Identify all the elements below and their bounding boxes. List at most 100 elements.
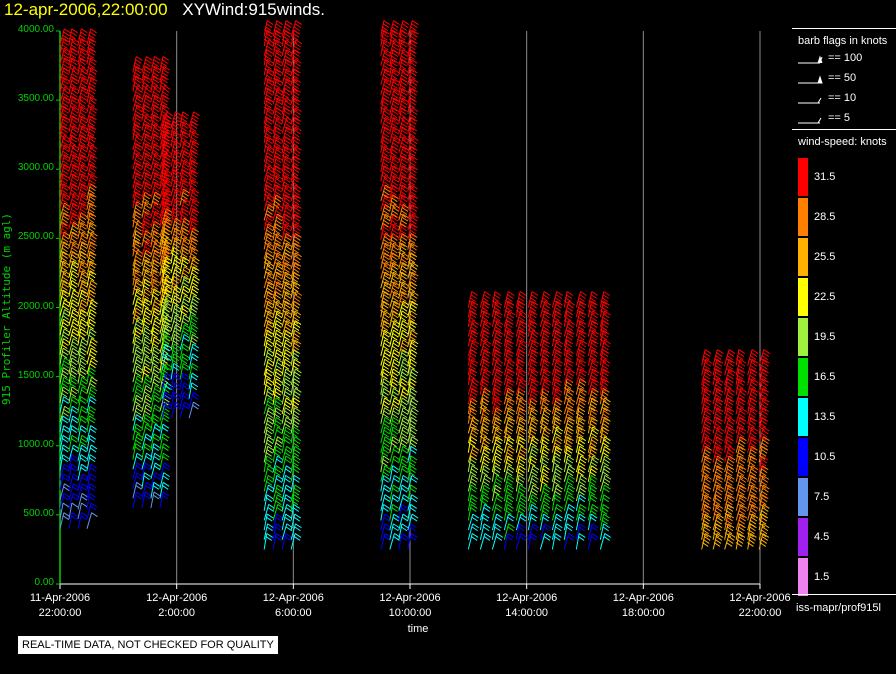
wind-barb-flag: [381, 183, 389, 189]
wind-barb-flag: [132, 74, 140, 80]
wind-barb-flag: [274, 326, 281, 331]
wind-barb-flag: [381, 35, 388, 41]
wind-barb-flag: [79, 370, 87, 375]
wind-barb-flag: [400, 81, 408, 87]
wind-barb-flag: [161, 484, 169, 490]
wind-barb-flag: [410, 332, 417, 338]
wind-barb-flag: [80, 328, 87, 334]
wind-barb-flag: [541, 458, 549, 464]
wind-barb-flag: [71, 263, 79, 269]
wind-barb-staff: [503, 484, 509, 502]
wind-barb-flag: [266, 533, 273, 538]
wind-barb-flag: [294, 484, 302, 490]
wind-barb-flag: [410, 206, 418, 212]
wind-barb-flag: [277, 494, 284, 500]
wind-barb-flag: [408, 239, 416, 244]
wind-barb-flag: [294, 436, 302, 442]
wind-barb-flag: [402, 361, 409, 367]
wind-barb-flag: [163, 262, 170, 268]
wind-barb-flag: [382, 432, 389, 438]
wind-barb-flag: [496, 426, 503, 432]
wind-barb-flag: [142, 342, 150, 348]
wind-barb-flag: [383, 419, 391, 425]
wind-barb-flag: [411, 339, 419, 345]
wind-barb-flag: [481, 381, 489, 387]
wind-barb-staff: [539, 455, 544, 473]
wind-barb-flag: [69, 114, 77, 120]
wind-barb-flag: [471, 465, 479, 471]
wind-barb-flag: [467, 319, 475, 325]
wind-barb-flag: [284, 42, 292, 48]
wind-barb-flag: [62, 250, 70, 256]
wind-barb-staff: [380, 455, 384, 473]
wind-barb-flag: [89, 428, 96, 434]
wind-barb-flag: [293, 265, 301, 270]
wind-barb-staff: [68, 377, 73, 394]
wind-barb-flag: [143, 417, 151, 422]
wind-barb-flag: [276, 233, 284, 238]
wind-barb-flag: [493, 413, 501, 419]
wind-barb-flag: [172, 226, 179, 232]
wind-barb-flag: [294, 329, 301, 335]
wind-barb-flag: [181, 172, 189, 178]
wind-barb-flag: [469, 454, 477, 460]
wind-barb-staff: [68, 28, 73, 45]
wind-barb-flag: [407, 58, 414, 63]
wind-barb-staff: [503, 533, 509, 550]
wind-barb-flag: [528, 309, 536, 315]
wind-barb-flag: [163, 136, 171, 142]
wind-barb-staff: [527, 533, 532, 550]
wind-barb-flag: [265, 212, 272, 218]
wind-barb-flag: [89, 195, 96, 201]
wind-barb-flag: [265, 393, 273, 399]
wind-barb-flag: [410, 426, 418, 432]
wind-barb-flag: [283, 329, 290, 334]
wind-barb-flag: [284, 436, 292, 442]
wind-barb-flag: [294, 390, 301, 396]
wind-barb-flag: [400, 413, 408, 419]
wind-barb-flag: [291, 306, 299, 312]
wind-barb-flag: [190, 375, 198, 381]
wind-barb-flag: [152, 100, 160, 106]
wind-barb-staff: [389, 417, 394, 434]
wind-barb-flag: [543, 339, 551, 345]
wind-barb-flag: [80, 38, 88, 43]
wind-barb-flag: [133, 161, 141, 167]
wind-barb-flag: [468, 338, 476, 344]
wind-barb-flag: [273, 58, 281, 63]
wind-barb-flag: [78, 124, 86, 130]
wind-barb-flag: [191, 272, 198, 278]
wind-barb-flag: [173, 201, 181, 207]
wind-barb-flag: [291, 319, 299, 325]
wind-barb-flag: [89, 447, 97, 453]
wind-barb-flag: [484, 368, 491, 374]
wind-barb-flag: [78, 114, 85, 120]
wind-barb-staff: [86, 454, 91, 471]
wind-barb-staff: [539, 513, 545, 531]
wind-barb-staff: [150, 395, 155, 412]
wind-barb-flag: [273, 183, 280, 189]
wind-barb-flag: [408, 103, 415, 109]
wind-barb-flag: [61, 227, 68, 233]
wind-barb-flag: [503, 435, 511, 441]
wind-barb-staff: [380, 165, 385, 182]
wind-barb-flag: [381, 171, 389, 177]
wind-barb-flag: [88, 150, 96, 156]
wind-barb-flag: [88, 82, 96, 88]
wind-barb-flag: [541, 419, 549, 425]
wind-barb-flag: [274, 32, 282, 38]
wind-barb-flag: [383, 64, 390, 70]
wind-barb-flag: [383, 320, 391, 325]
wind-barb-flag: [470, 407, 478, 413]
wind-barb-staff: [68, 435, 73, 452]
wind-barb-flag: [409, 419, 417, 425]
wind-barb-staff: [86, 183, 91, 200]
wind-barb-flag: [411, 78, 419, 84]
wind-barb-flag: [71, 396, 79, 401]
wind-barb-flag: [133, 120, 141, 125]
wind-barb-staff: [290, 243, 296, 260]
wind-barb-flag: [72, 147, 79, 153]
wind-barb-flag: [152, 181, 159, 187]
wind-barb-flag: [408, 316, 416, 322]
wind-barb-staff: [132, 395, 137, 412]
